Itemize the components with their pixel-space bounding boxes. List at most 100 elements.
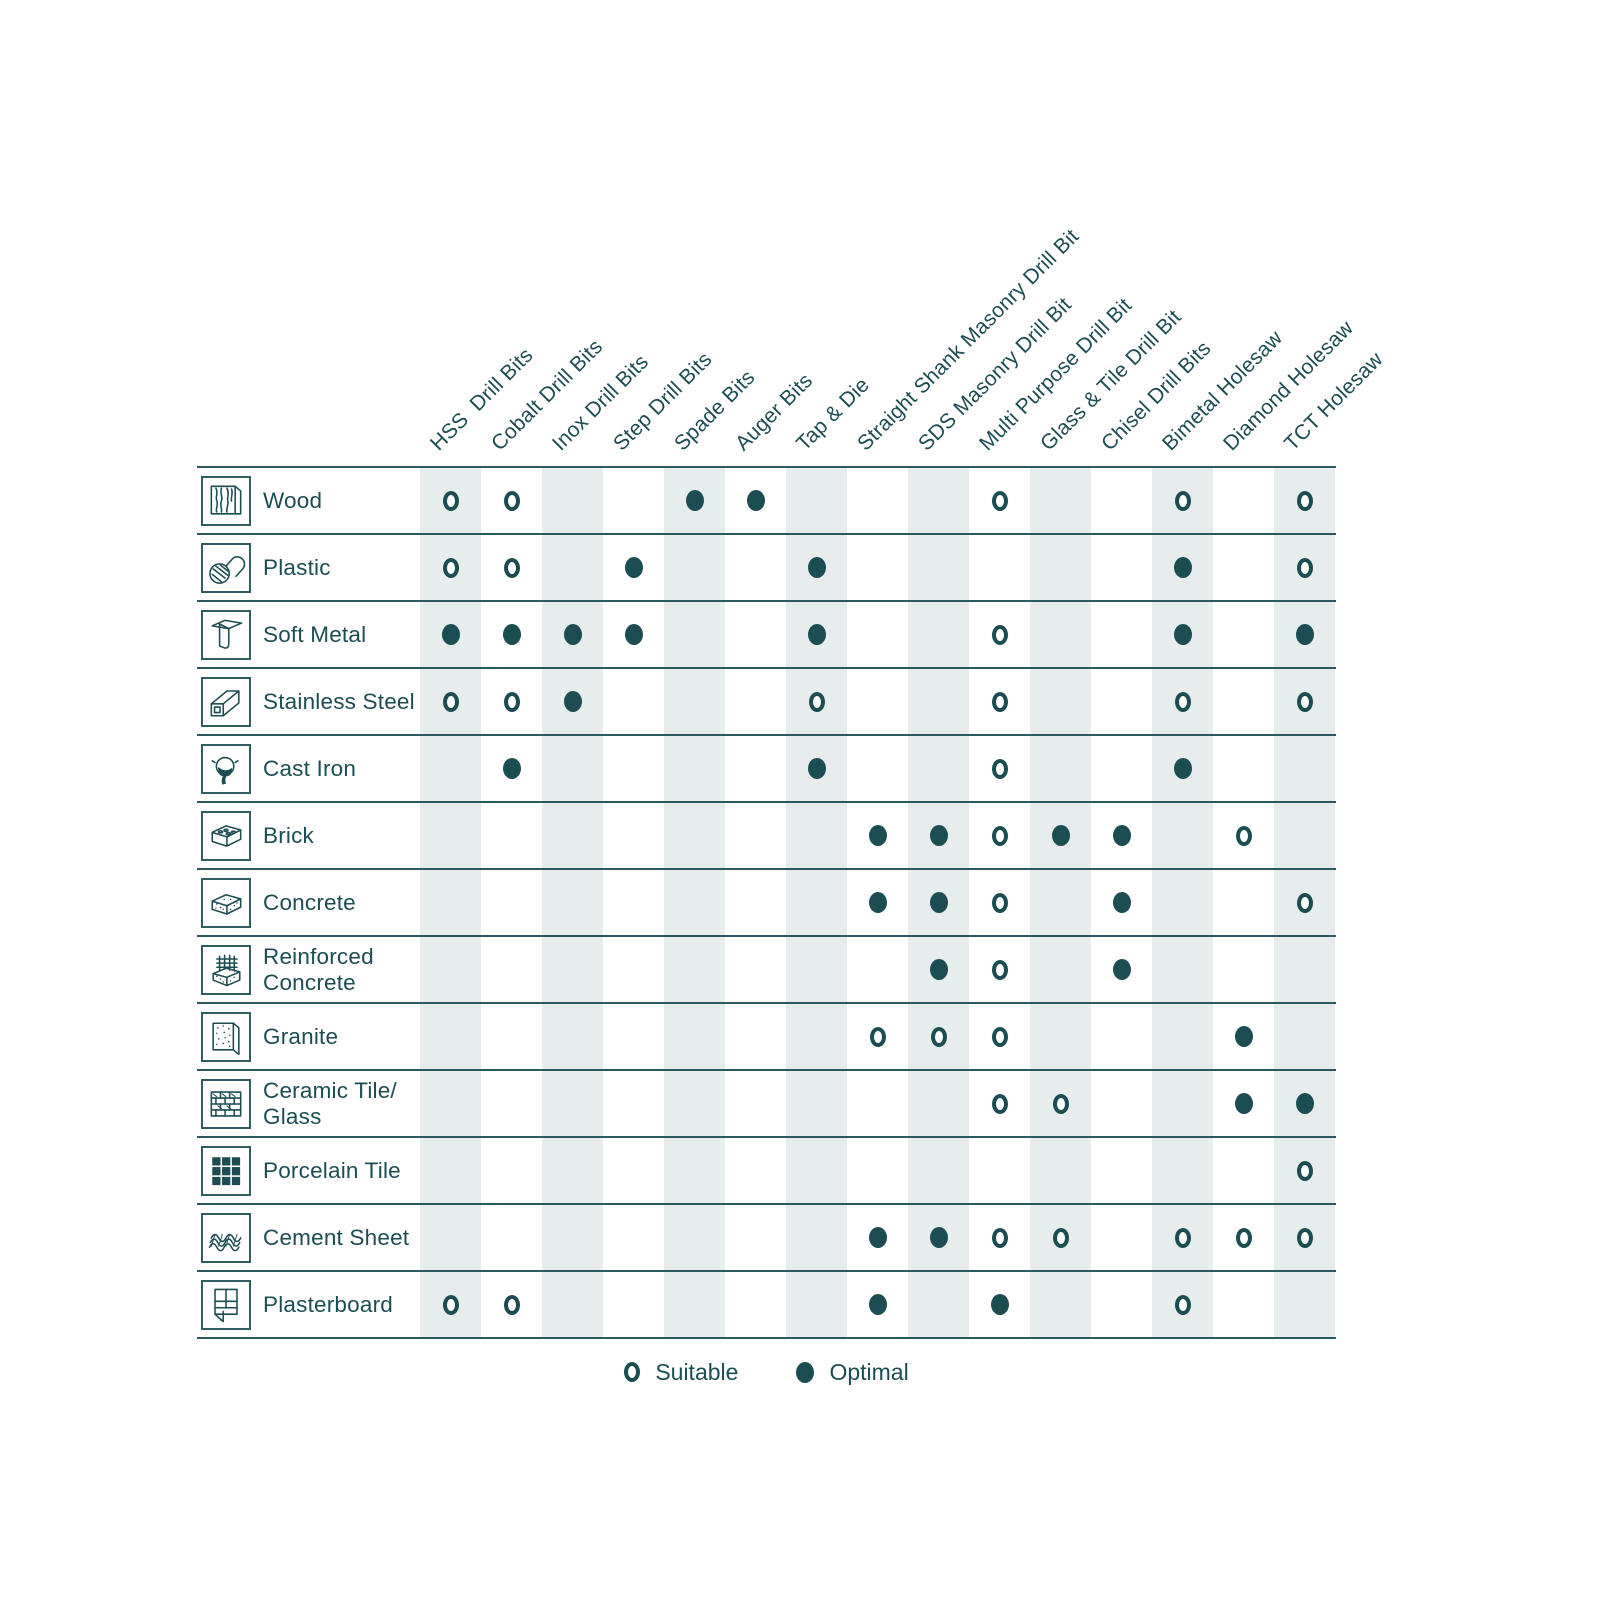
cell-plastic-auger-bits [725,535,786,600]
cell-wood-cobalt-drill-bits [481,468,542,533]
matrix-grid: Wood Plastic Soft Metal Stainless Steel Cast… [197,466,1336,1339]
suitable-marker-icon [442,490,459,511]
cell-brick-sds-masonry-drill-bit [908,803,969,868]
cell-ceramic-tile-glass-cobalt-drill-bits [481,1071,542,1136]
suitable-marker-icon [442,691,459,712]
cell-soft-metal-spade-bits [664,602,725,667]
cell-ceramic-tile-glass-straight-shank-masonry-drill-bit [847,1071,908,1136]
optimal-marker-icon [868,1227,887,1248]
row-label-porcelain-tile: Porcelain Tile [263,1157,401,1183]
optimal-marker-icon [929,892,948,913]
material-icon-cell [197,475,263,526]
cell-concrete-glass-tile-drill-bit [1030,870,1091,935]
cell-brick-glass-tile-drill-bit [1030,803,1091,868]
cell-wood-bimetal-holesaw [1152,468,1213,533]
cell-concrete-step-drill-bits [603,870,664,935]
cell-granite-diamond-holesaw [1213,1004,1274,1069]
cell-cast-iron-multi-purpose-drill-bit [969,736,1030,801]
cell-cement-sheet-step-drill-bits [603,1205,664,1270]
cell-brick-tap-die [786,803,847,868]
suitable-marker-icon [1052,1227,1069,1248]
concrete-icon [201,877,251,928]
cell-concrete-inox-drill-bits [542,870,603,935]
cell-soft-metal-hss-drill-bits [420,602,481,667]
material-icon-cell [197,609,263,660]
ceramic-tile-glass-icon [201,1078,251,1129]
cell-cast-iron-hss-drill-bits [420,736,481,801]
row-label-reinforced-concrete: Reinforced Concrete [263,944,374,995]
row-cells [420,1138,1335,1203]
table-row-wood: Wood [197,468,1336,535]
legend-suitable-label: Suitable [655,1358,739,1385]
optimal-marker-icon [807,624,826,645]
cell-cast-iron-straight-shank-masonry-drill-bit [847,736,908,801]
cell-granite-step-drill-bits [603,1004,664,1069]
cell-cast-iron-tct-holesaw [1274,736,1335,801]
cell-wood-tct-holesaw [1274,468,1335,533]
optimal-marker-icon [685,490,704,511]
cell-stainless-steel-tct-holesaw [1274,669,1335,734]
optimal-marker-icon [868,825,887,846]
cell-concrete-multi-purpose-drill-bit [969,870,1030,935]
cell-brick-spade-bits [664,803,725,868]
cell-brick-bimetal-holesaw [1152,803,1213,868]
cell-reinforced-concrete-sds-masonry-drill-bit [908,937,969,1002]
optimal-marker-icon [868,892,887,913]
cell-soft-metal-step-drill-bits [603,602,664,667]
table-row-concrete: Concrete [197,870,1336,937]
cell-brick-diamond-holesaw [1213,803,1274,868]
cell-plasterboard-auger-bits [725,1272,786,1337]
cell-ceramic-tile-glass-hss-drill-bits [420,1071,481,1136]
optimal-marker-icon [929,825,948,846]
cell-cement-sheet-inox-drill-bits [542,1205,603,1270]
material-icon-cell [197,1078,263,1129]
cell-granite-spade-bits [664,1004,725,1069]
cell-stainless-steel-straight-shank-masonry-drill-bit [847,669,908,734]
table-row-brick: Brick [197,803,1336,870]
cell-reinforced-concrete-multi-purpose-drill-bit [969,937,1030,1002]
suitable-marker-icon [1174,1294,1191,1315]
suitable-marker-icon [991,691,1008,712]
material-icon-cell [197,542,263,593]
cell-plastic-spade-bits [664,535,725,600]
cell-soft-metal-multi-purpose-drill-bit [969,602,1030,667]
cell-reinforced-concrete-glass-tile-drill-bit [1030,937,1091,1002]
cell-cement-sheet-cobalt-drill-bits [481,1205,542,1270]
cell-ceramic-tile-glass-tct-holesaw [1274,1071,1335,1136]
table-row-soft-metal: Soft Metal [197,602,1336,669]
cell-cast-iron-bimetal-holesaw [1152,736,1213,801]
cell-porcelain-tile-tct-holesaw [1274,1138,1335,1203]
cell-cement-sheet-glass-tile-drill-bit [1030,1205,1091,1270]
cell-cement-sheet-straight-shank-masonry-drill-bit [847,1205,908,1270]
cell-plastic-tct-holesaw [1274,535,1335,600]
cell-reinforced-concrete-cobalt-drill-bits [481,937,542,1002]
legend-item-suitable: Suitable [624,1359,738,1386]
cell-porcelain-tile-multi-purpose-drill-bit [969,1138,1030,1203]
cell-porcelain-tile-step-drill-bits [603,1138,664,1203]
cell-plastic-hss-drill-bits [420,535,481,600]
cell-concrete-sds-masonry-drill-bit [908,870,969,935]
cell-cast-iron-tap-die [786,736,847,801]
optimal-marker-icon [1173,624,1192,645]
cement-sheet-icon [201,1212,251,1263]
cell-plastic-step-drill-bits [603,535,664,600]
suitable-marker-icon [442,1294,459,1315]
cell-plastic-sds-masonry-drill-bit [908,535,969,600]
table-row-stainless-steel: Stainless Steel [197,669,1336,736]
cell-granite-tap-die [786,1004,847,1069]
row-label-granite: Granite [263,1023,339,1049]
cell-reinforced-concrete-step-drill-bits [603,937,664,1002]
cell-porcelain-tile-chisel-drill-bits [1091,1138,1152,1203]
column-header-hss-drill-bits: HSS Drill Bits [425,343,538,456]
cell-reinforced-concrete-auger-bits [725,937,786,1002]
table-row-plasterboard: Plasterboard [197,1272,1336,1339]
optimal-marker-icon [1173,758,1192,779]
cell-brick-auger-bits [725,803,786,868]
cell-wood-step-drill-bits [603,468,664,533]
optimal-marker-icon [1173,557,1192,578]
cell-plasterboard-hss-drill-bits [420,1272,481,1337]
cell-plastic-tap-die [786,535,847,600]
cell-wood-inox-drill-bits [542,468,603,533]
cell-granite-straight-shank-masonry-drill-bit [847,1004,908,1069]
cell-concrete-cobalt-drill-bits [481,870,542,935]
